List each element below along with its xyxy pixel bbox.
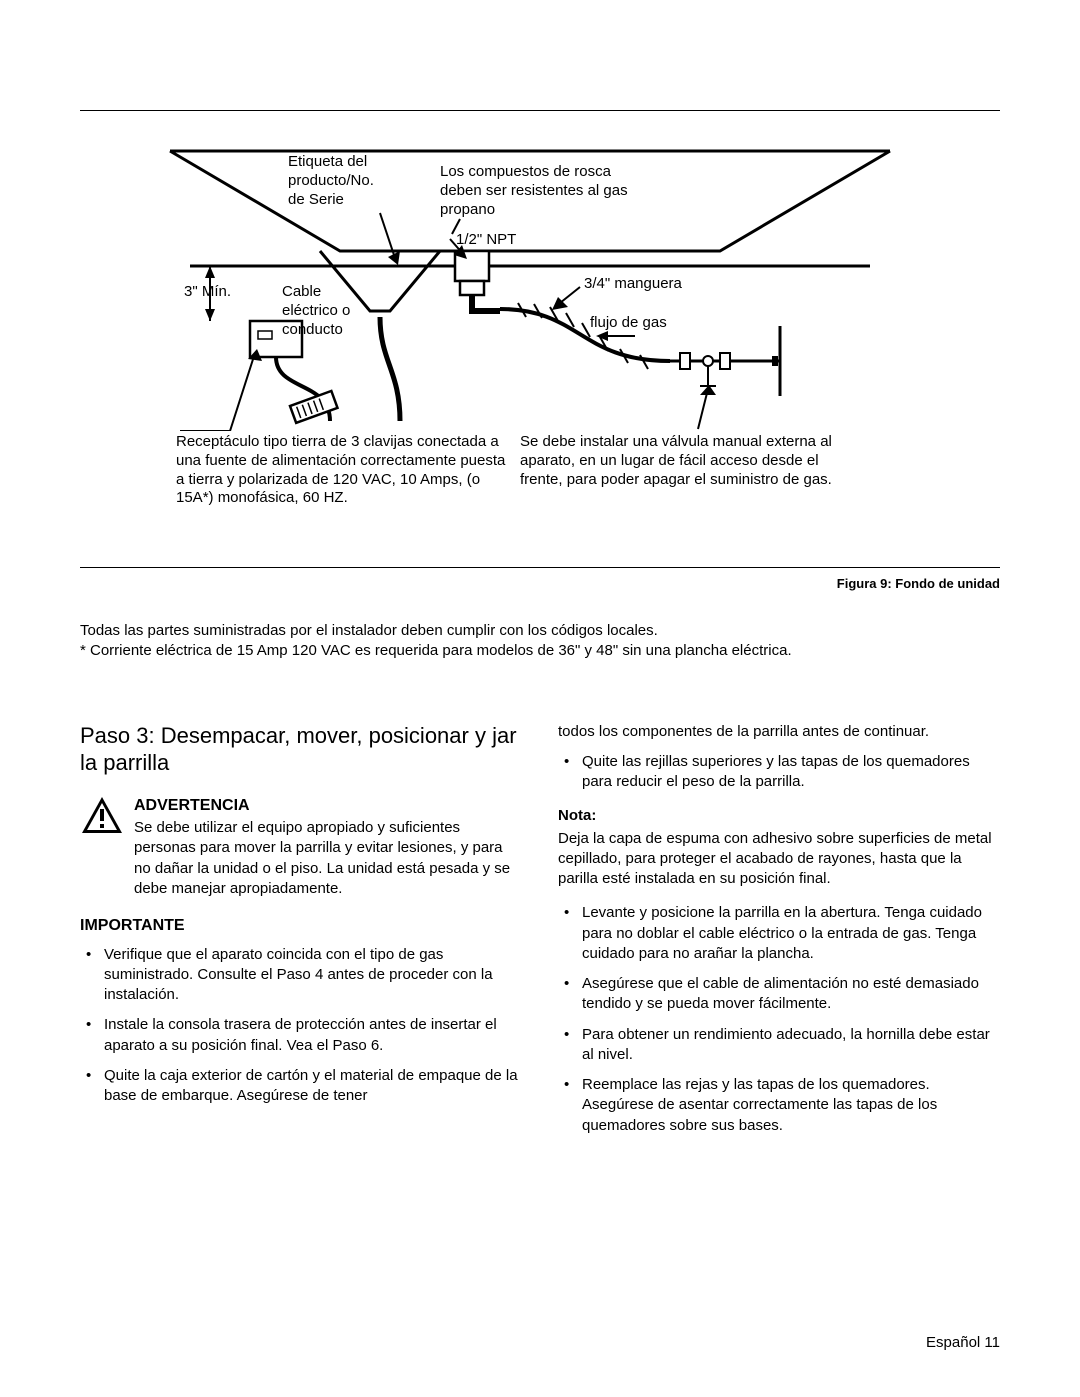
nota-heading: Nota: [558,806,1000,826]
label-hose: 3/4" manguera [584,275,682,294]
warning-heading: ADVERTENCIA [134,795,522,817]
right-list-2: Levante y posicione la parrilla en la ab… [558,903,1000,1136]
nota-body: Deja la capa de espuma con adhesivo sobr… [558,829,1000,890]
label-receptacle: Receptáculo tipo tierra de 3 clavijas co… [176,433,506,508]
note-line-2: * Corriente eléctrica de 15 Amp 120 VAC … [80,641,1000,661]
label-npt: 1/2" NPT [456,231,516,250]
list-item: Para obtener un rendimiento adecuado, la… [558,1025,1000,1066]
diagram-container: Etiqueta del producto/No. de Serie Los c… [80,131,1000,561]
continuation-text: todos los componentes de la parrilla ant… [558,722,1000,742]
list-item: Instale la consola trasera de protección… [80,1015,522,1056]
right-list-1: Quite las rejillas superiores y las tapa… [558,752,1000,793]
label-valve: Se debe instalar una válvula manual exte… [520,433,840,489]
figure-caption: Figura 9: Fondo de unidad [80,567,1000,591]
warning-icon [80,795,124,900]
list-item: Verifique que el aparato coincida con el… [80,945,522,1006]
list-item: Reemplace las rejas y las tapas de los q… [558,1075,1000,1136]
list-item: Asegúrese que el cable de alimentación n… [558,974,1000,1015]
warning-body: Se debe utilizar el equipo apropiado y s… [134,818,522,899]
list-item: Quite las rejillas superiores y las tapa… [558,752,1000,793]
list-item: Levante y posicione la parrilla en la ab… [558,903,1000,964]
label-flow: flujo de gas [590,314,667,333]
step-title: Paso 3: Desempacar, mover, posicionar y … [80,722,522,777]
label-cable: Cable eléctrico o conducto [282,283,382,339]
page-footer: Español 11 [926,1334,1000,1351]
label-min: 3" Mín. [184,283,231,302]
label-thread: Los compuestos de rosca deben ser resist… [440,163,670,219]
important-heading: IMPORTANTE [80,915,522,937]
important-list: Verifique que el aparato coincida con el… [80,945,522,1107]
label-product: Etiqueta del producto/No. de Serie [288,153,408,209]
note-line-1: Todas las partes suministradas por el in… [80,621,1000,641]
list-item: Quite la caja exterior de cartón y el ma… [80,1066,522,1107]
